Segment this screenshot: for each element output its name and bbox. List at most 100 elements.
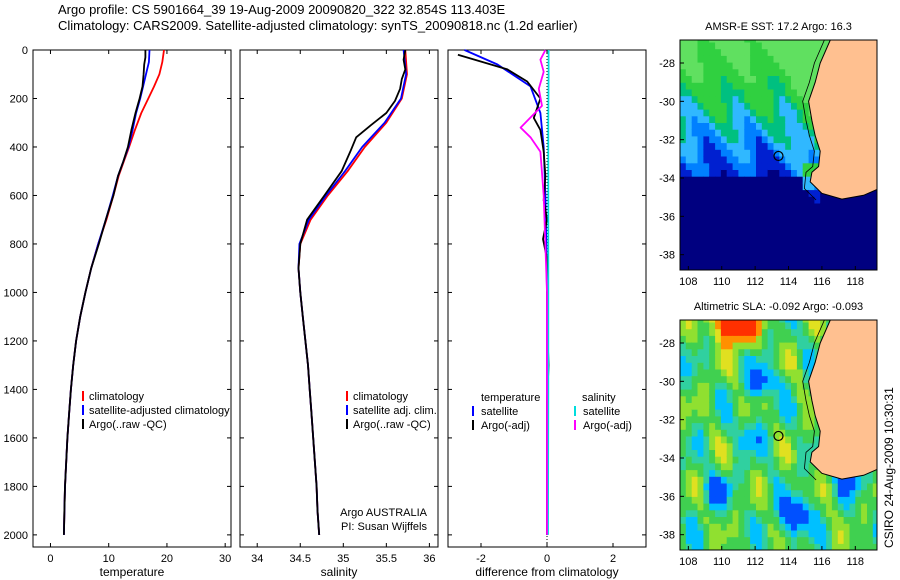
map-cell [709, 422, 716, 430]
map-cell [756, 115, 763, 123]
map-cell [814, 243, 821, 251]
map-cell [767, 122, 774, 130]
map-cell [738, 516, 745, 524]
map-cell [750, 169, 757, 177]
map-cell [773, 229, 780, 237]
map-cell [756, 156, 763, 164]
map-cell [750, 41, 757, 50]
map-cell [715, 509, 722, 517]
map-cell [726, 82, 734, 90]
map-cell [703, 249, 710, 258]
map-cell [685, 229, 693, 237]
map-cell [791, 88, 798, 97]
map-cell [726, 75, 734, 83]
map-cell [720, 41, 728, 50]
map-cell [773, 68, 780, 76]
map-cell [802, 149, 810, 157]
map-cell [872, 543, 877, 550]
map-cell [744, 429, 751, 437]
map-cell [773, 469, 780, 477]
map-cell [697, 176, 704, 184]
map-cell [680, 236, 687, 244]
map-cell [785, 321, 792, 330]
map-cell [761, 523, 769, 531]
map-cell [720, 489, 728, 497]
map-cell [814, 249, 821, 258]
map-cell [691, 355, 699, 363]
map-cell [843, 503, 850, 511]
map-cell [867, 236, 874, 244]
map-cell [761, 348, 769, 356]
map-cell [872, 216, 877, 224]
map-cell [773, 516, 780, 524]
map-cell [802, 223, 810, 231]
map-cell [867, 223, 874, 231]
map-cell [750, 489, 757, 497]
y-tick-label: 1600 [4, 433, 28, 445]
map-cell [791, 342, 798, 350]
map-cell [732, 156, 739, 164]
map-cell [744, 102, 751, 110]
map-cell [750, 122, 757, 130]
map-cell [796, 236, 804, 244]
map-cell [715, 382, 722, 390]
map-cell [709, 256, 716, 264]
map-cell [738, 342, 745, 350]
map-cell [779, 216, 786, 224]
map-cell [773, 496, 780, 504]
y-tick-label: -34 [659, 453, 675, 465]
map-cell [761, 209, 769, 217]
map-cell [814, 482, 821, 491]
map-cell [726, 209, 734, 217]
map-cell [685, 189, 693, 197]
map-cell [709, 135, 716, 144]
map-cell [837, 489, 845, 497]
map-cell [773, 88, 780, 97]
map-cell [773, 389, 780, 397]
map-cell [691, 449, 699, 457]
map-cell [697, 236, 704, 244]
map-cell [703, 68, 710, 76]
map-cell [791, 162, 798, 170]
map-cell [697, 476, 704, 484]
map-cell [738, 389, 745, 397]
map-cell [867, 189, 874, 197]
map-cell [867, 263, 874, 270]
map-cell [767, 436, 774, 444]
map-cell [761, 202, 769, 211]
map-cell [779, 68, 786, 76]
map-cell [756, 142, 763, 150]
map-cell [773, 415, 780, 424]
map-cell [738, 243, 745, 251]
map-cell [726, 243, 734, 251]
map-cell [802, 95, 810, 103]
map-cell [773, 249, 780, 258]
map-cell [756, 41, 763, 50]
map-cell [756, 362, 763, 370]
map-cell [791, 348, 798, 356]
map-cell [791, 263, 798, 270]
map-cell [814, 216, 821, 224]
map-cell [814, 436, 821, 444]
map-cell [750, 516, 757, 524]
map-cell [785, 496, 792, 504]
legend-group-title: temperature [481, 392, 540, 404]
map-cell [861, 196, 868, 204]
map-cell [738, 320, 745, 323]
x-tick-label: 36 [423, 553, 435, 565]
series-satellite-line [547, 50, 550, 535]
map-title: Altimetric SLA: -0.092 Argo: -0.093 [694, 301, 863, 313]
map-cell [814, 335, 821, 343]
map-cell [720, 469, 728, 477]
map-cell [796, 496, 804, 504]
map-cell [779, 368, 786, 377]
map-cell [855, 196, 862, 204]
map-cell [843, 536, 850, 544]
map-cell [808, 489, 815, 497]
map-cell [726, 109, 734, 117]
map-cell [796, 529, 804, 538]
map-cell [703, 243, 710, 251]
map-cell [703, 436, 710, 444]
map-cell [750, 149, 757, 157]
map-cell [808, 182, 815, 191]
